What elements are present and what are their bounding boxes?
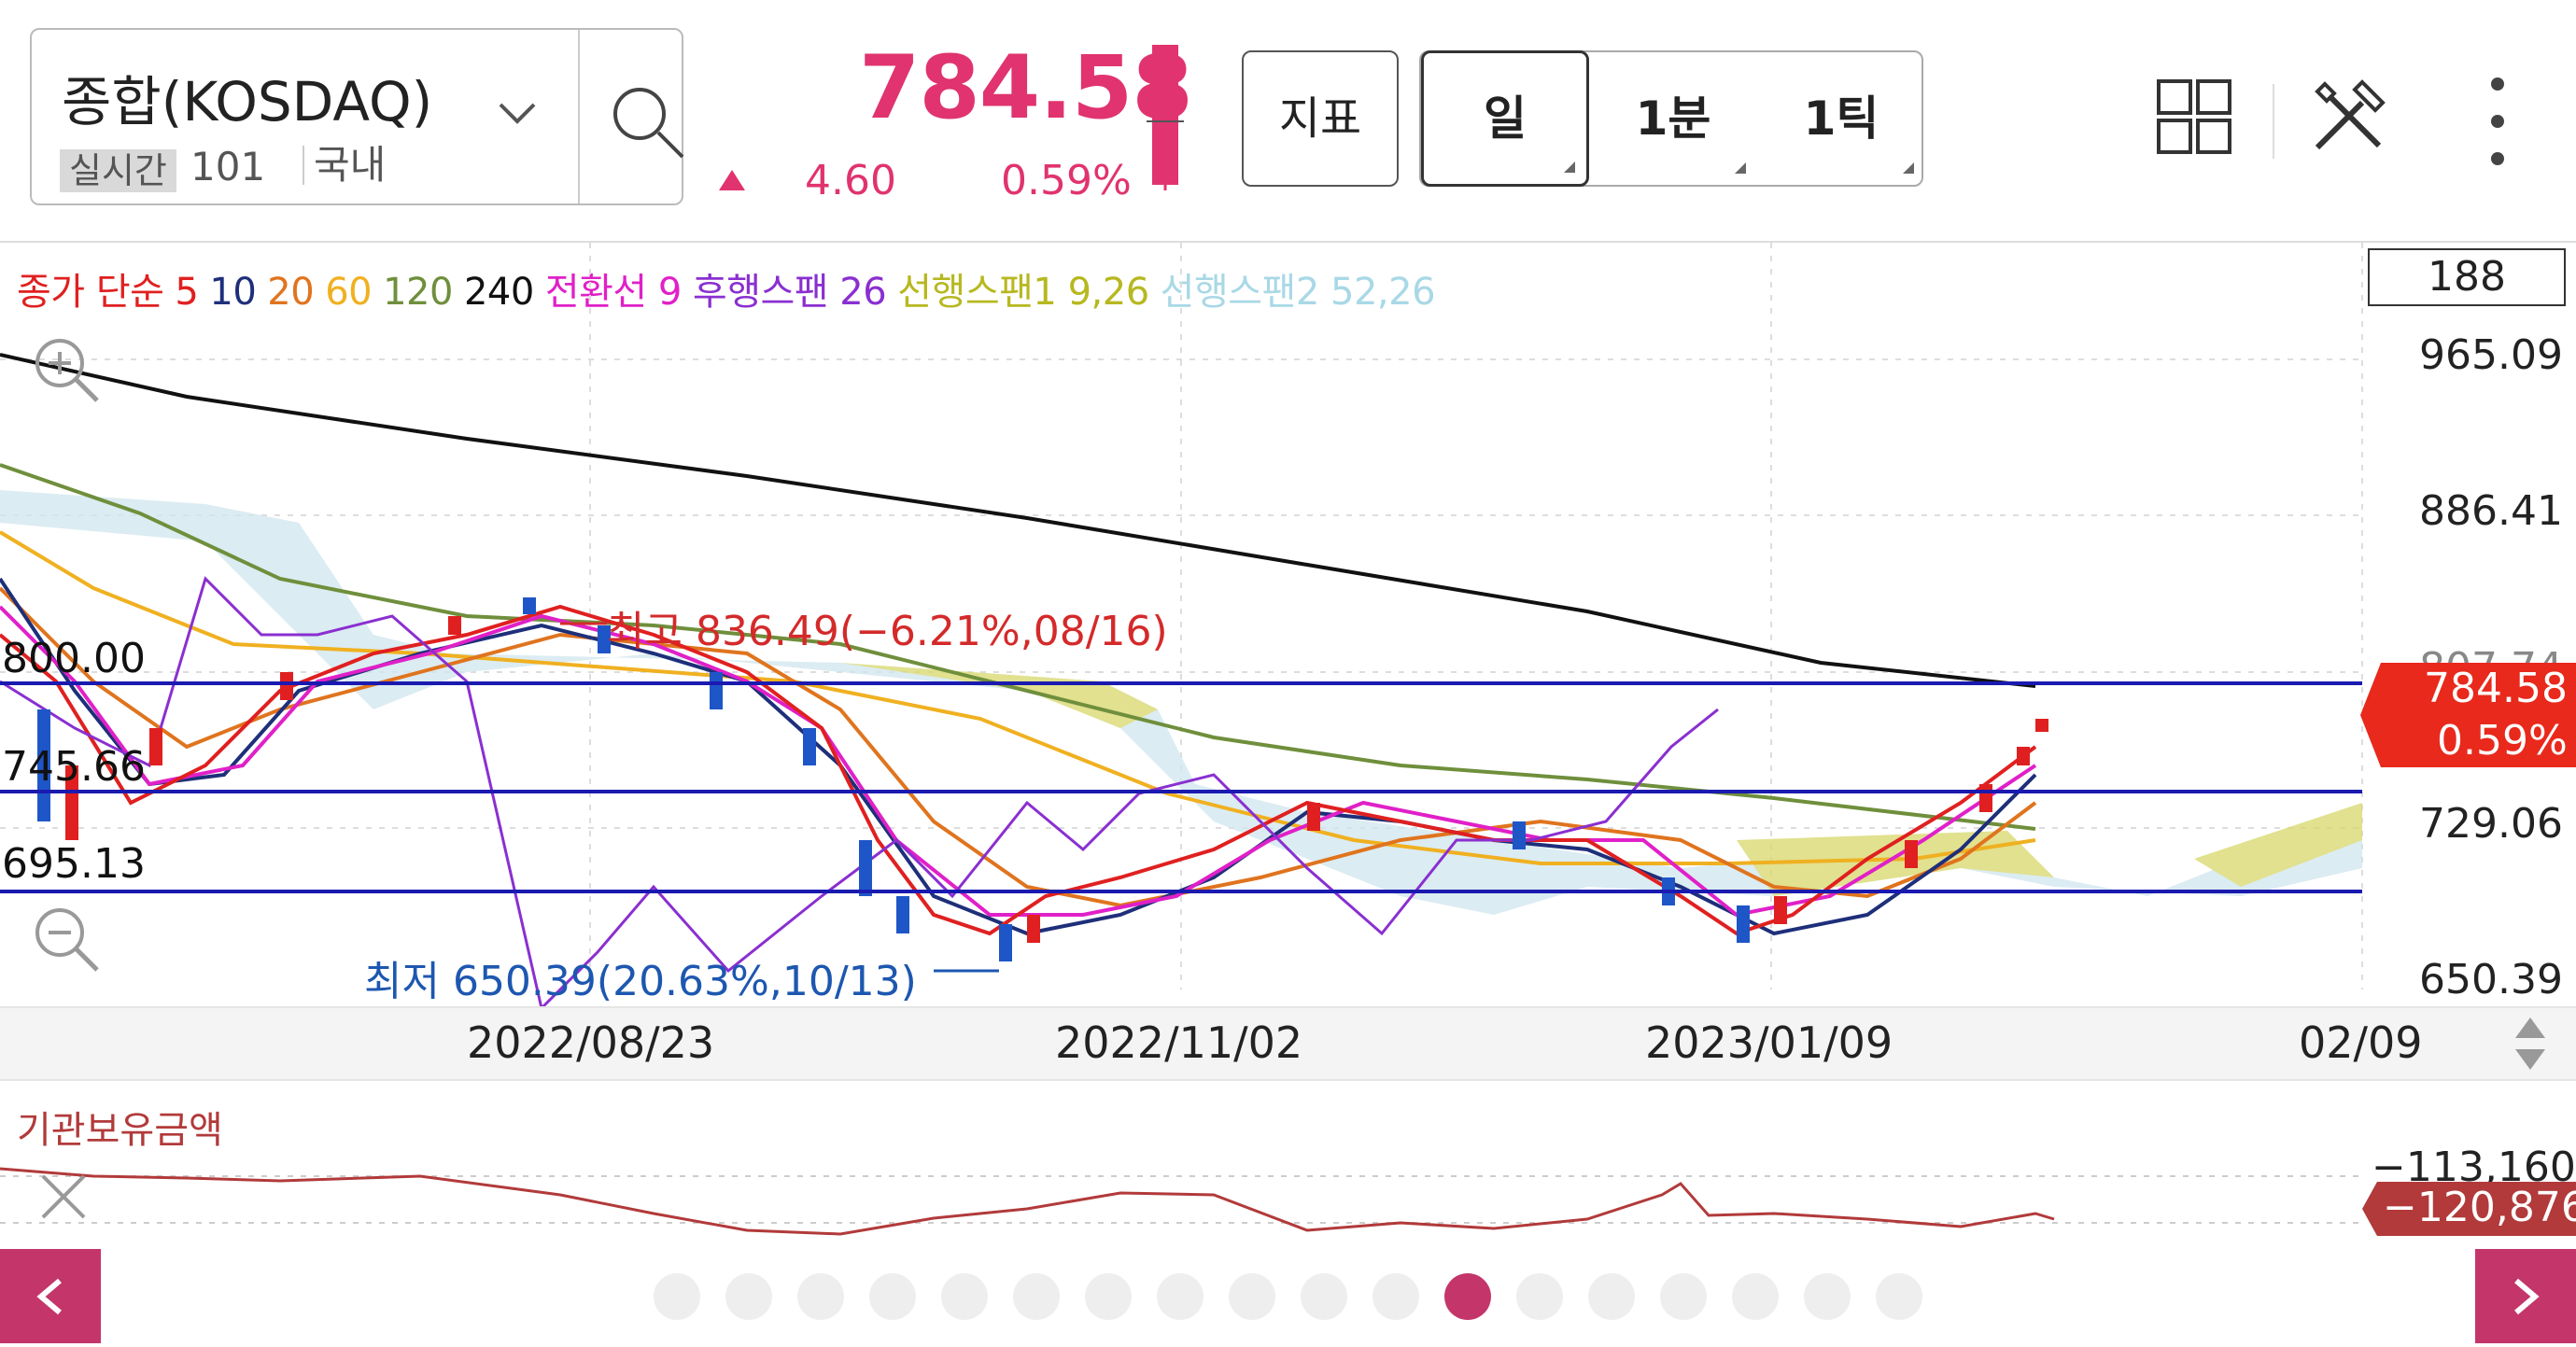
x-tick: 2022/11/02 bbox=[1055, 1017, 1303, 1068]
page-dot[interactable] bbox=[1588, 1273, 1635, 1320]
legend-item[interactable]: 120 bbox=[383, 271, 453, 314]
legend-item[interactable]: 선행스팬2 52,26 bbox=[1160, 271, 1436, 314]
scroll-updown-icon[interactable] bbox=[2512, 1014, 2549, 1073]
y-tick: 886.41 bbox=[2419, 487, 2563, 535]
indicator-legend[interactable]: 종가 단순 5 10 20 60 120 240 전환선 9 후행스팬 26 선행스팬1 9,26… bbox=[17, 261, 1446, 316]
grid-layout-icon[interactable] bbox=[2157, 79, 2231, 154]
legend-item[interactable]: 전환선 9 bbox=[544, 271, 683, 314]
legend-item[interactable]: 10 bbox=[209, 271, 257, 314]
page-dot[interactable] bbox=[1085, 1273, 1132, 1320]
page-dot[interactable] bbox=[797, 1273, 844, 1320]
indicator-button[interactable]: 지표 bbox=[1242, 50, 1399, 187]
close-icon[interactable] bbox=[37, 1171, 90, 1223]
price-tag-value: 784.58 bbox=[2424, 665, 2568, 712]
sub-chart-line bbox=[0, 1167, 2055, 1236]
page-dot[interactable] bbox=[1732, 1273, 1779, 1320]
realtime-count: 101 bbox=[190, 144, 266, 189]
page-dot[interactable] bbox=[1876, 1273, 1922, 1320]
legend-item[interactable]: 20 bbox=[267, 271, 315, 314]
page-dot[interactable] bbox=[1516, 1273, 1563, 1320]
page-dot[interactable] bbox=[1372, 1273, 1419, 1320]
page-dot[interactable] bbox=[654, 1273, 700, 1320]
legend-item[interactable]: 60 bbox=[325, 271, 373, 314]
price-chart[interactable] bbox=[0, 243, 2576, 1006]
more-vertical-icon[interactable] bbox=[2479, 75, 2516, 168]
legend-item[interactable]: 후행스팬 26 bbox=[692, 271, 887, 314]
hline-label: 800.00 bbox=[2, 635, 146, 682]
low-annotation: 최저 650.39(20.63%,10/13) bbox=[364, 958, 917, 1005]
y-tick: 729.06 bbox=[2419, 800, 2563, 848]
legend-item[interactable]: 종가 단순 bbox=[17, 271, 164, 314]
legend-item[interactable]: 240 bbox=[463, 271, 534, 314]
visible-candle-count[interactable]: 188 bbox=[2368, 248, 2566, 306]
y-tick: 650.39 bbox=[2419, 956, 2563, 1003]
sub-chart-title: 기관보유금액 bbox=[17, 1109, 223, 1152]
chevron-left-icon bbox=[36, 1278, 62, 1315]
page-dot[interactable] bbox=[1229, 1273, 1275, 1320]
legend-item[interactable]: 선행스팬1 9,26 bbox=[897, 271, 1149, 314]
current-price: 784.58 bbox=[859, 37, 1193, 139]
header-divider bbox=[0, 241, 2576, 243]
page-dot[interactable] bbox=[1157, 1273, 1204, 1320]
period-1min-button[interactable]: 1분 bbox=[1589, 52, 1757, 185]
toolbar-divider bbox=[2273, 84, 2274, 159]
candle-icon bbox=[1147, 45, 1184, 190]
y-tick: 965.09 bbox=[2419, 331, 2563, 379]
search-icon bbox=[613, 88, 684, 159]
price-tag-pct: 0.59% bbox=[2437, 717, 2568, 765]
sub-chart[interactable] bbox=[0, 1158, 2362, 1242]
page-dot[interactable] bbox=[1013, 1273, 1060, 1320]
x-tick: 2022/08/23 bbox=[467, 1017, 715, 1068]
high-annotation: 최고 836.49(−6.21%,08/16) bbox=[607, 608, 1168, 655]
hline-label: 695.13 bbox=[2, 840, 146, 888]
prev-page-button[interactable] bbox=[0, 1249, 101, 1343]
ma240-line bbox=[0, 353, 2036, 688]
market-label: 국내 bbox=[303, 146, 386, 185]
search-button[interactable] bbox=[578, 30, 715, 203]
sub-value-tag bbox=[2362, 1182, 2576, 1236]
next-page-button[interactable] bbox=[2475, 1249, 2576, 1343]
zoom-in-icon[interactable] bbox=[28, 331, 105, 408]
price-change: 4.60 bbox=[805, 157, 896, 204]
page-dot[interactable] bbox=[941, 1273, 988, 1320]
up-arrow-icon bbox=[719, 170, 745, 190]
page-dot[interactable] bbox=[725, 1273, 772, 1320]
x-tick: 2023/01/09 bbox=[1645, 1017, 1893, 1068]
period-1tick-button[interactable]: 1틱 bbox=[1757, 52, 1925, 185]
symbol-name[interactable]: 종합(KOSDAQ) bbox=[62, 70, 433, 133]
zoom-out-icon[interactable] bbox=[28, 901, 105, 977]
legend-item[interactable]: 5 bbox=[175, 271, 199, 314]
conversion-line bbox=[0, 605, 2037, 918]
chevron-right-icon bbox=[2514, 1278, 2540, 1315]
ma5-line bbox=[0, 604, 2037, 936]
period-day-button[interactable]: 일 bbox=[1421, 50, 1589, 187]
price-change-pct: 0.59% bbox=[1001, 157, 1132, 204]
chevron-down-icon[interactable] bbox=[489, 86, 545, 142]
x-axis[interactable] bbox=[0, 1006, 2576, 1081]
page-dot[interactable] bbox=[1660, 1273, 1707, 1320]
period-selector: 일 1분 1틱 bbox=[1419, 50, 1923, 187]
x-tick: 02/09 bbox=[2299, 1017, 2423, 1068]
sub-value: −120,876 bbox=[2383, 1184, 2576, 1231]
realtime-badge: 실시간 bbox=[60, 149, 176, 192]
ma120-line bbox=[0, 463, 2036, 831]
price-tag bbox=[2360, 663, 2576, 767]
page-dot[interactable] bbox=[869, 1273, 916, 1320]
page-dot[interactable] bbox=[1301, 1273, 1347, 1320]
tools-icon[interactable] bbox=[2306, 75, 2390, 159]
page-dot[interactable] bbox=[1804, 1273, 1851, 1320]
page-dot[interactable] bbox=[1444, 1273, 1491, 1320]
symbol-selector[interactable]: 종합(KOSDAQ) 실시간 101 국내 bbox=[30, 28, 684, 205]
hline-label: 745.66 bbox=[2, 743, 146, 791]
